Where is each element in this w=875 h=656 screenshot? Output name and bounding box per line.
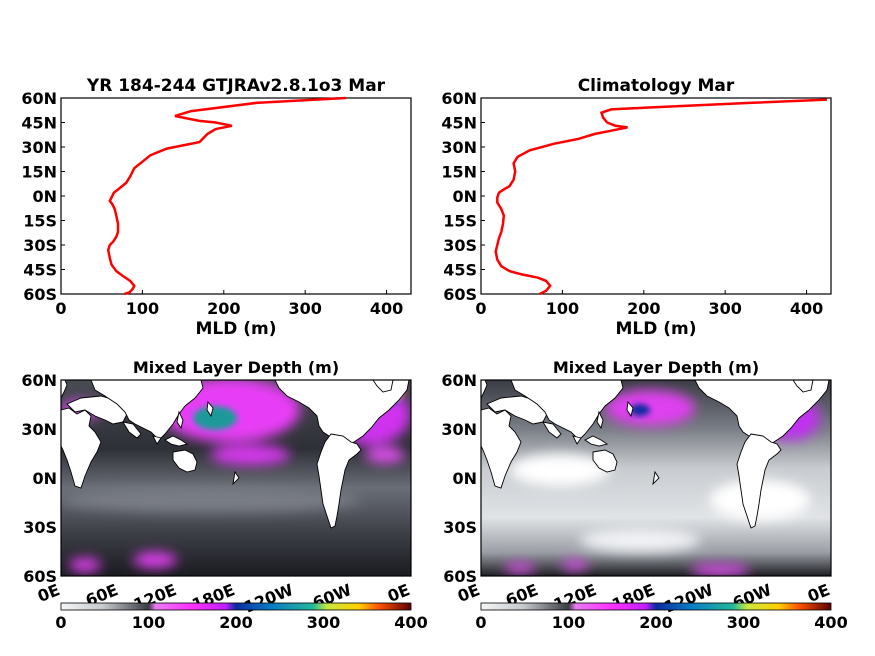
x-axis-label: MLD (m) <box>195 319 276 339</box>
colorbar-ticks: 0 100 200 300 400 <box>55 613 427 632</box>
x-axis-ticks: 0E 60E 120E 180E 120W 60W 0E <box>35 580 413 617</box>
x-tick-label: 300 <box>288 299 321 318</box>
lat-tick-label: 0N <box>32 469 57 488</box>
y-axis-ticks: 60N 30N 0N 30S 60S <box>441 371 477 586</box>
lon-tick-label: 0E <box>385 580 413 606</box>
y-tick-label: 60S <box>443 285 477 304</box>
y-tick-label: 0N <box>452 187 477 206</box>
colorbar-tick-label: 100 <box>132 613 165 632</box>
y-tick-label: 30N <box>441 138 477 157</box>
colorbar-tick-label: 100 <box>552 613 585 632</box>
x-tick-label: 400 <box>790 299 823 318</box>
colorbar-tick-label: 0 <box>475 613 486 632</box>
lat-tick-label: 60N <box>441 371 477 390</box>
profile-panel-model: YR 184-244 GTJRAv2.8.1o3 Mar 60N 45N 30N 15… <box>21 76 412 339</box>
colorbar-tick-label: 300 <box>307 613 340 632</box>
lat-tick-label: 60S <box>23 567 57 586</box>
colorbar-tick-label: 400 <box>394 613 427 632</box>
y-tick-label: 15N <box>441 163 477 182</box>
colorbar-ticks: 0 100 200 300 400 <box>475 613 847 632</box>
colorbar-tick-label: 300 <box>727 613 760 632</box>
colorbar-tick-label: 200 <box>219 613 252 632</box>
lon-tick-label: 0E <box>805 580 833 606</box>
y-tick-label: 45N <box>21 114 57 133</box>
y-tick-label: 45N <box>441 114 477 133</box>
mld-map-field <box>481 380 831 576</box>
lon-tick-label: 120W <box>661 580 716 617</box>
x-tick-label: 100 <box>546 299 579 318</box>
colorbar-tick-label: 200 <box>639 613 672 632</box>
map-title: Mixed Layer Depth (m) <box>133 358 339 377</box>
lon-tick-label: 120W <box>241 580 296 617</box>
mld-map-field <box>61 380 411 576</box>
colorbar <box>480 602 832 611</box>
mld-profile-line <box>106 96 346 296</box>
y-tick-label: 0N <box>32 187 57 206</box>
y-tick-label: 30N <box>21 138 57 157</box>
x-tick-label: 0 <box>55 299 66 318</box>
plot-area <box>60 97 412 295</box>
x-tick-label: 200 <box>207 299 240 318</box>
y-axis-ticks: 60N 45N 30N 15N 0N 15S 30S 45S 60S <box>21 89 65 304</box>
y-tick-label: 60N <box>21 89 57 108</box>
x-tick-label: 0 <box>475 299 486 318</box>
y-tick-label: 30S <box>23 236 57 255</box>
map-frame <box>480 379 832 577</box>
y-tick-label: 60N <box>441 89 477 108</box>
lat-tick-label: 30N <box>441 420 477 439</box>
y-tick-label: 15S <box>443 212 477 231</box>
x-axis-ticks: 0E 60E 120E 180E 120W 60W 0E <box>455 580 833 617</box>
lat-tick-label: 30N <box>21 420 57 439</box>
map-title: Mixed Layer Depth (m) <box>553 358 759 377</box>
y-tick-label: 45S <box>443 261 477 280</box>
x-tick-label: 100 <box>126 299 159 318</box>
mld-profile-line <box>494 98 827 296</box>
map-frame <box>60 379 412 577</box>
y-tick-label: 60S <box>23 285 57 304</box>
colorbar-tick-label: 400 <box>814 613 847 632</box>
x-axis-label: MLD (m) <box>615 319 696 339</box>
panel-title: Climatology Mar <box>578 76 735 96</box>
y-tick-label: 15S <box>23 212 57 231</box>
x-axis-ticks: 0 100 200 300 400 <box>55 290 403 318</box>
panel-title: YR 184-244 GTJRAv2.8.1o3 Mar <box>86 76 386 96</box>
x-tick-label: 300 <box>708 299 741 318</box>
x-tick-label: 400 <box>370 299 403 318</box>
lat-tick-label: 30S <box>23 518 57 537</box>
profile-panel-climatology: Climatology Mar 60N45N30N15N0N15S30S45S6… <box>441 76 832 339</box>
colorbar-tick-label: 0 <box>55 613 66 632</box>
map-panel-model: Mixed Layer Depth (m) <box>21 358 427 632</box>
y-tick-label: 30S <box>443 236 477 255</box>
lat-tick-label: 0N <box>452 469 477 488</box>
x-axis-ticks: 0 100 200 300 400 <box>475 290 823 318</box>
colorbar <box>60 602 412 611</box>
lat-tick-label: 30S <box>443 518 477 537</box>
lat-tick-label: 60S <box>443 567 477 586</box>
y-axis-ticks: 60N 30N 0N 30S 60S <box>21 371 57 586</box>
y-tick-label: 15N <box>21 163 57 182</box>
plot-area <box>480 97 832 295</box>
lat-tick-label: 60N <box>21 371 57 390</box>
y-tick-label: 45S <box>23 261 57 280</box>
y-axis-ticks: 60N 45N 30N 15N 0N 15S 30S 45S 60S <box>441 89 485 304</box>
x-tick-label: 200 <box>627 299 660 318</box>
